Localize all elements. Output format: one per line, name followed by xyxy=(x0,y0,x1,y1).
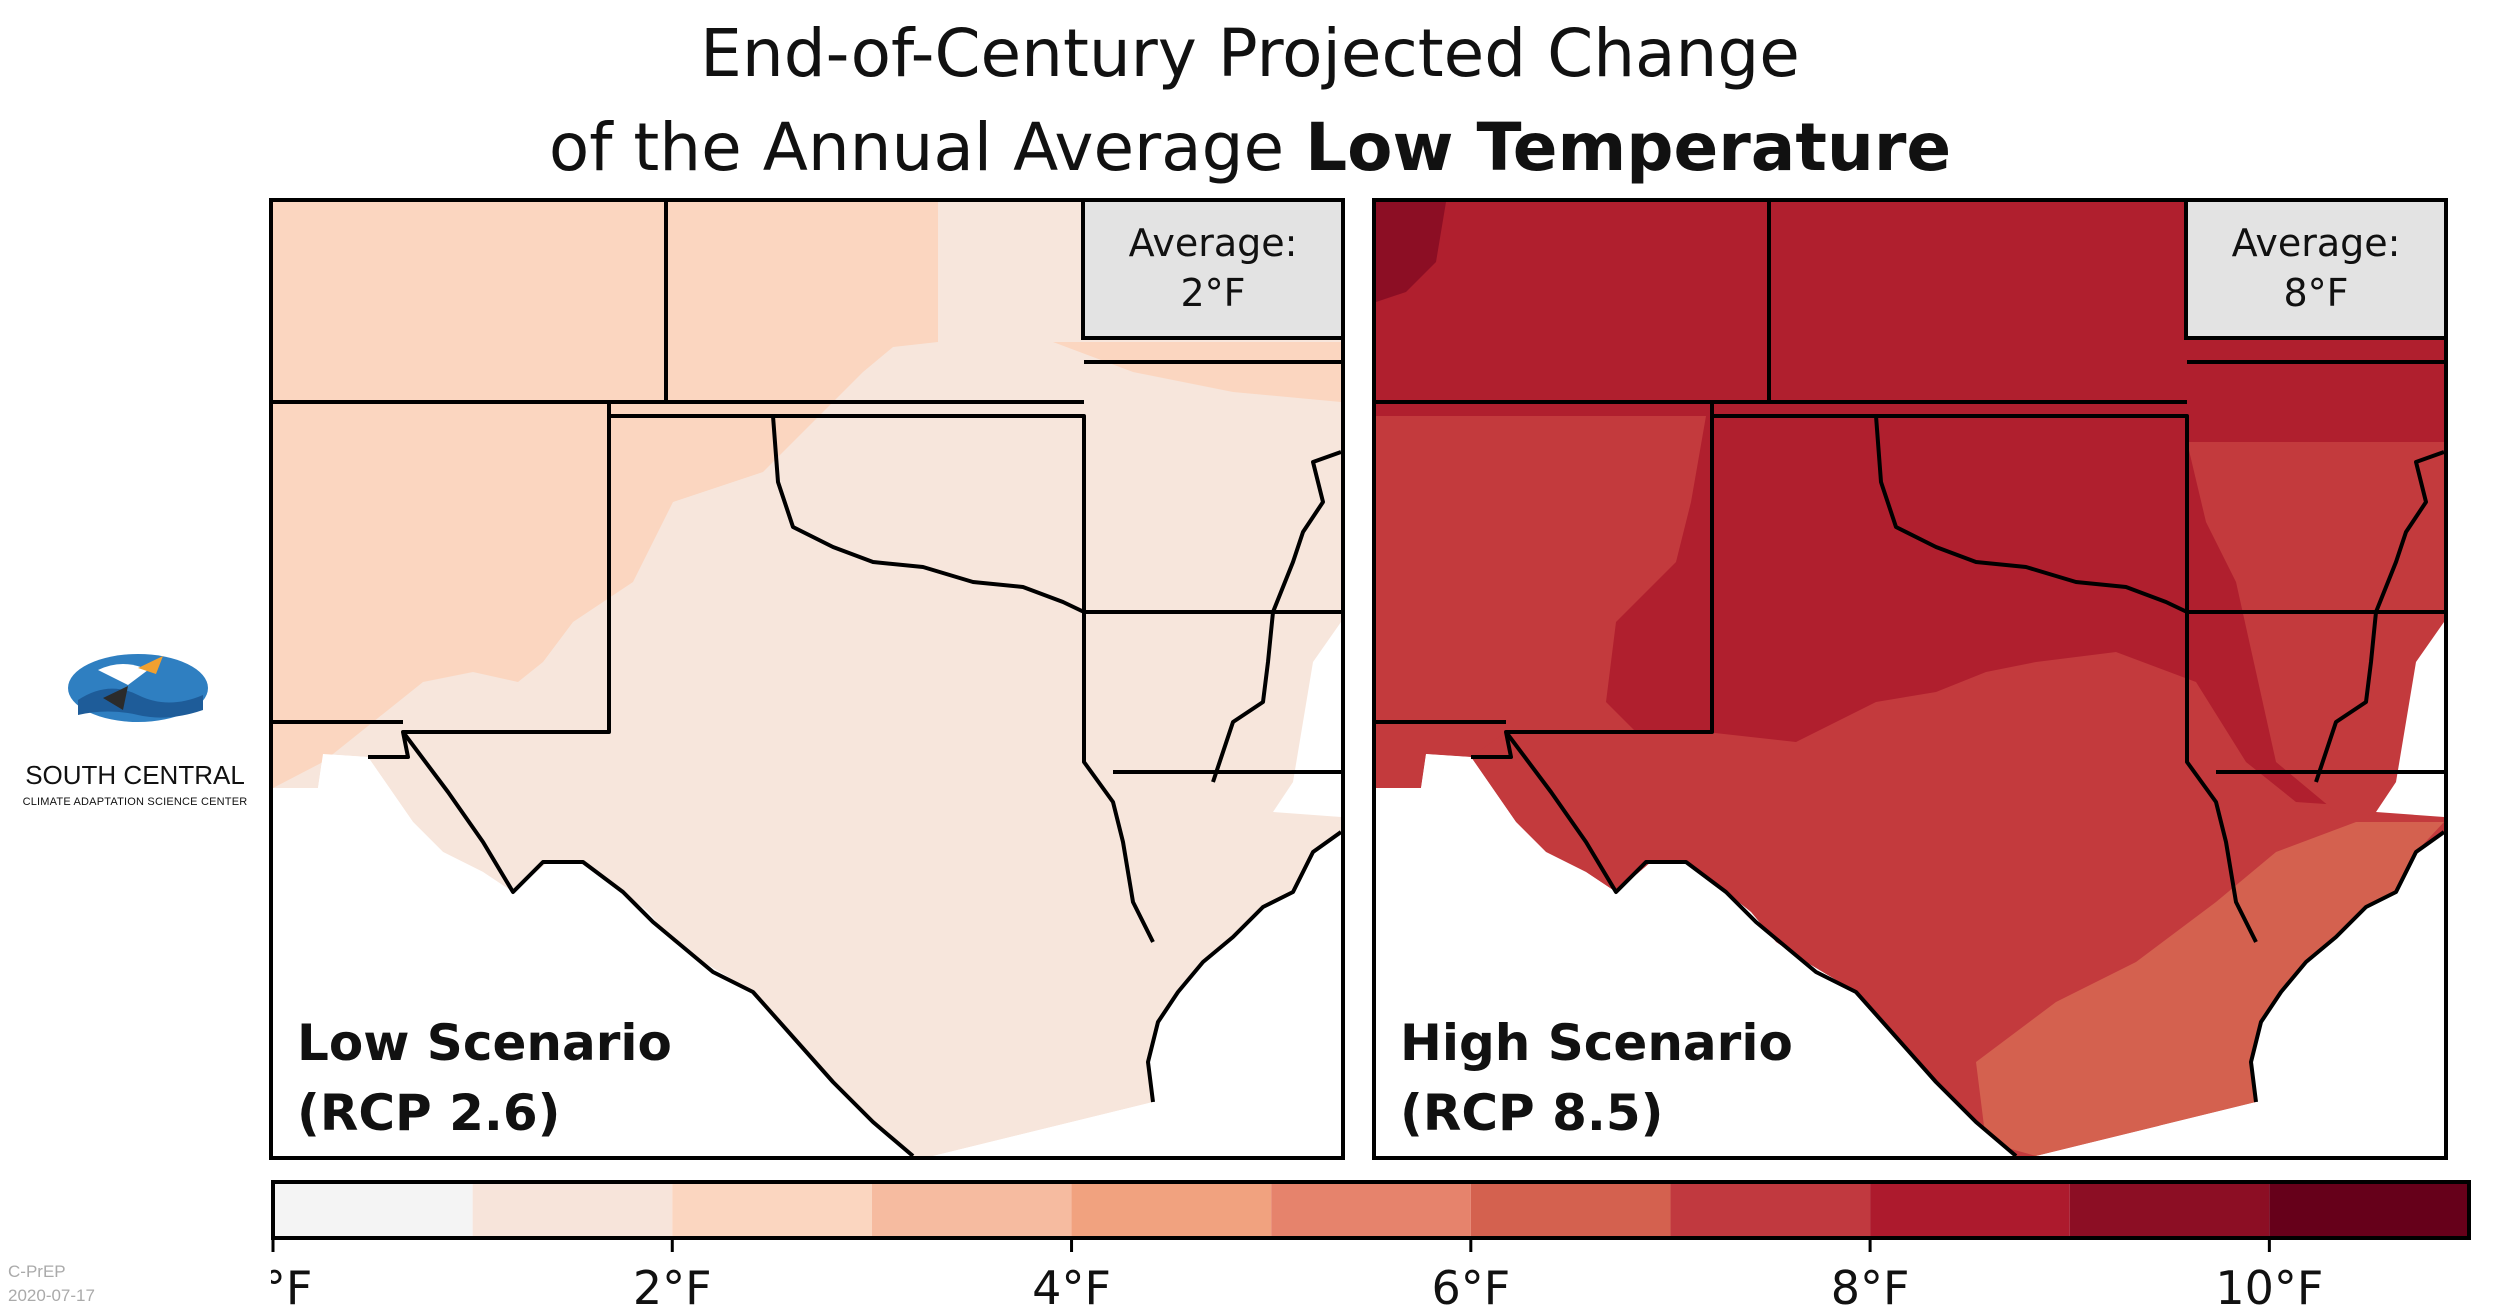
credit-source: C-PrEP xyxy=(8,1262,66,1281)
state-borders xyxy=(1376,202,2444,1156)
average-value: 2°F xyxy=(1180,271,1246,315)
colorbar: 0°F 2°F 4°F 6°F 8°F 10°F xyxy=(271,1180,2471,1310)
mexico-area xyxy=(1376,754,2016,1156)
warmer-zone xyxy=(273,202,938,788)
scenario-label: Low Scenario (RCP 2.6) xyxy=(297,1008,672,1148)
colorbar-bin-1 xyxy=(472,1182,673,1238)
colorbar-tick-label-0: 0°F xyxy=(271,1261,312,1310)
credit-date: 2020-07-17 xyxy=(8,1286,95,1305)
csc-logo-icon xyxy=(68,654,208,722)
colorbar-tick-label-2: 4°F xyxy=(1032,1261,1111,1310)
average-box: Average: 8°F xyxy=(2184,202,2444,340)
colorbar-tick-label-5: 10°F xyxy=(2215,1261,2323,1310)
average-label: Average: xyxy=(1128,221,1298,265)
gulf-water xyxy=(2036,832,2444,1156)
high-scenario-map xyxy=(1376,202,2444,1156)
colorbar-tick-label-4: 8°F xyxy=(1831,1261,1910,1310)
colorbar-bin-3 xyxy=(871,1182,1072,1238)
scenario-name: Low Scenario xyxy=(297,1014,672,1072)
low-scenario-map xyxy=(273,202,1341,1156)
title-prefix: of the Annual Average xyxy=(548,109,1306,186)
gulf-water xyxy=(933,832,1341,1156)
mexico-area xyxy=(273,754,913,1156)
colorbar-frame xyxy=(271,1180,2471,1240)
average-value: 8°F xyxy=(2283,271,2349,315)
river-mississippi xyxy=(2376,622,2444,817)
logo-name: SOUTH CENTRAL xyxy=(25,760,245,790)
average-label: Average: xyxy=(2231,221,2401,265)
colorbar-tick-label-1: 2°F xyxy=(633,1261,712,1310)
low-scenario-panel: Average: 2°F Low Scenario (RCP 2.6) xyxy=(269,198,1345,1160)
colorbar-bin-10 xyxy=(2269,1182,2469,1238)
scenario-label: High Scenario (RCP 8.5) xyxy=(1400,1008,1793,1148)
colorbar-bin-4 xyxy=(1071,1182,1272,1238)
colorbar-bin-2 xyxy=(672,1182,872,1238)
map-title-line2: of the Annual Average Low Temperature xyxy=(0,108,2500,188)
map-title-line1: End-of-Century Projected Change xyxy=(700,15,1800,92)
colorbar-bins xyxy=(273,1182,2469,1238)
scenario-rcp: (RCP 8.5) xyxy=(1400,1084,1664,1142)
colorbar-bin-0 xyxy=(273,1182,473,1238)
colorbar-ticks: 0°F 2°F 4°F 6°F 8°F 10°F xyxy=(271,1238,2323,1310)
hot-corner xyxy=(1376,202,1446,302)
colorbar-bin-6 xyxy=(1470,1182,1671,1238)
average-box: Average: 2°F xyxy=(1081,202,1341,340)
warmer-zone-2 xyxy=(1053,342,1341,402)
scenario-name: High Scenario xyxy=(1400,1014,1793,1072)
scenario-rcp: (RCP 2.6) xyxy=(297,1084,561,1142)
colorbar-bin-8 xyxy=(1870,1182,2070,1238)
colorbar-bin-7 xyxy=(1670,1182,1871,1238)
lighter-zone-east xyxy=(2187,442,2444,822)
colorbar-bin-9 xyxy=(2069,1182,2270,1238)
high-scenario-panel: Average: 8°F High Scenario (RCP 8.5) xyxy=(1372,198,2448,1160)
lighter-zone-west xyxy=(1376,416,1706,788)
colorbar-bin-5 xyxy=(1271,1182,1471,1238)
state-borders xyxy=(273,202,1341,1156)
coastal-zone xyxy=(1976,822,2444,1156)
title-bold: Low Temperature xyxy=(1305,109,1952,186)
river-mississippi xyxy=(1273,622,1341,817)
logo-subtitle: CLIMATE ADAPTATION SCIENCE CENTER xyxy=(22,796,248,808)
colorbar-tick-label-3: 6°F xyxy=(1431,1261,1510,1310)
